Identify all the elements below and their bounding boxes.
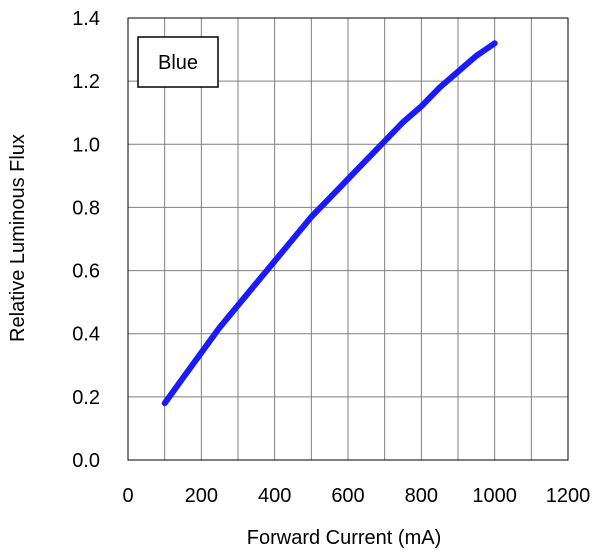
- plot-frame-group: [127, 17, 569, 461]
- x-tick-label: 0: [122, 485, 133, 507]
- y-tick-label: 0.0: [72, 450, 100, 472]
- series-line-blue: [161, 40, 498, 407]
- x-tick-label: 600: [331, 485, 364, 507]
- y-tick-label: 0.4: [72, 324, 100, 346]
- x-tick-label: 200: [185, 485, 218, 507]
- legend-entry-label: Blue: [158, 52, 198, 74]
- x-tick-label: 800: [405, 485, 438, 507]
- legend-box: [137, 36, 219, 88]
- x-axis-label: Forward Current (mA): [247, 527, 441, 549]
- y-tick-label: 0.2: [72, 387, 100, 409]
- tick-labels: 0 200 400 600 800 1000 1200 0.0 0.2 0.4 0.6 0.8 1.0 1…: [72, 8, 590, 507]
- y-tick-label: 0.8: [72, 197, 100, 219]
- legend: Blue: [137, 36, 219, 88]
- y-tick-label: 1.0: [72, 134, 100, 156]
- y-axis-label: Relative Luminous Flux: [7, 134, 29, 342]
- series-group: [161, 40, 498, 407]
- y-tick-label: 1.2: [72, 71, 100, 93]
- x-tick-label: 1000: [472, 485, 517, 507]
- y-tick-label: 0.6: [72, 261, 100, 283]
- x-tick-label: 1200: [546, 485, 591, 507]
- plot-frame: [127, 17, 569, 461]
- y-tick-label: 1.4: [72, 8, 100, 30]
- x-tick-label: 400: [258, 485, 291, 507]
